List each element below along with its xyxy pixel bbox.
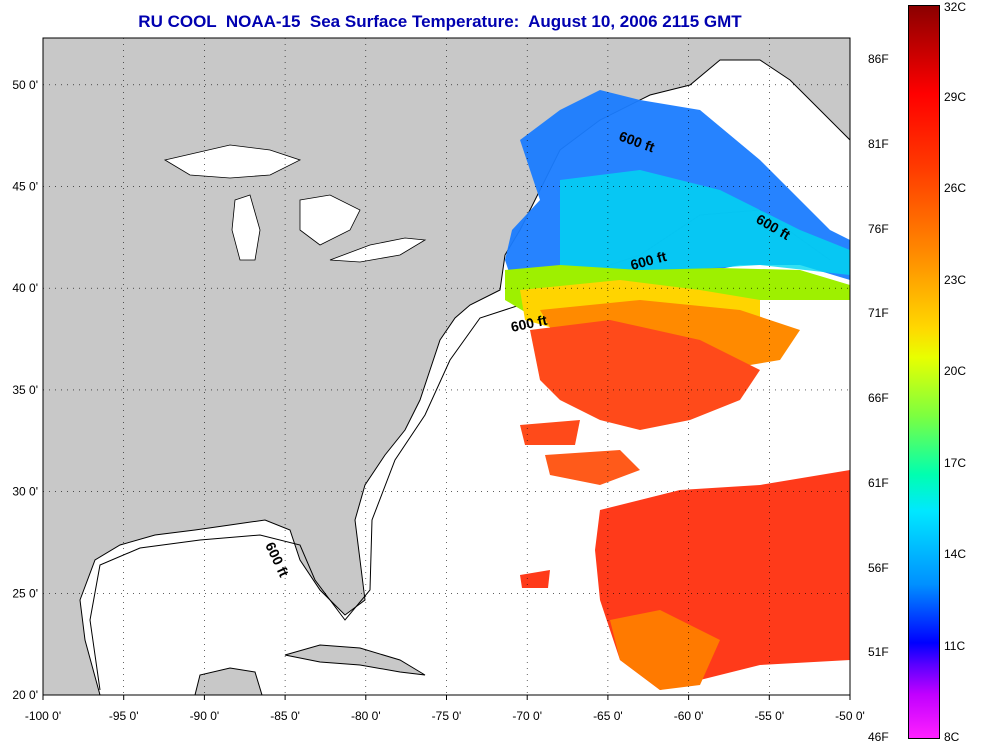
fahrenheit-label: 81F — [868, 136, 889, 151]
lat-tick-label: 45 0' — [12, 179, 38, 193]
lon-tick-label: -80 0' — [351, 709, 381, 723]
sst-swath — [505, 90, 850, 690]
lon-tick-label: -65 0' — [593, 709, 623, 723]
celsius-label: 32C — [944, 0, 967, 14]
fahrenheit-label: 76F — [868, 221, 889, 236]
lat-tick-label: 40 0' — [12, 281, 38, 295]
lon-tick-label: -90 0' — [190, 709, 220, 723]
graticule — [43, 38, 850, 695]
lat-tick-label: 35 0' — [12, 383, 38, 397]
lon-tick-label: -95 0' — [109, 709, 139, 723]
lat-tick-label: 30 0' — [12, 485, 38, 499]
lat-tick-label: 50 0' — [12, 78, 38, 92]
great-lakes — [163, 144, 427, 263]
lon-tick-label: -60 0' — [674, 709, 704, 723]
celsius-label: 26C — [944, 181, 967, 195]
land-yucatan — [194, 667, 263, 695]
lon-tick-label: -50 0' — [835, 709, 865, 723]
axis-ticks: -100 0' -95 0' -90 0' -85 0' -80 0' -75 0' -70… — [12, 78, 864, 723]
celsius-label: 11C — [944, 638, 966, 653]
map-title: RU COOL NOAA-15 Sea Surface Temperature:… — [138, 12, 742, 31]
celsius-label: 23C — [944, 272, 967, 287]
celsius-label: 20C — [944, 364, 967, 378]
celsius-label: 29C — [944, 89, 967, 104]
lon-tick-label: -85 0' — [270, 709, 300, 723]
fahrenheit-label: 71F — [868, 306, 889, 321]
lon-tick-label: -55 0' — [754, 709, 784, 723]
fahrenheit-label: 56F — [868, 560, 889, 575]
lat-tick-label: 20 0' — [12, 688, 38, 702]
contour-label: 600 ft — [509, 312, 548, 335]
land-cuba — [284, 644, 426, 676]
fahrenheit-label: 51F — [868, 645, 889, 660]
fahrenheit-label: 61F — [868, 475, 889, 490]
fahrenheit-label: 46F — [868, 730, 889, 744]
lon-tick-label: -70 0' — [512, 709, 542, 723]
lat-tick-label: 25 0' — [12, 586, 38, 600]
lon-tick-label: -75 0' — [432, 709, 462, 723]
fahrenheit-label: 66F — [868, 391, 889, 405]
celsius-label: 8C — [944, 730, 960, 744]
celsius-label: 17C — [944, 455, 967, 470]
fahrenheit-label: 86F — [868, 52, 889, 66]
celsius-label: 14C — [944, 547, 967, 561]
color-scale-bar — [908, 5, 940, 739]
lon-tick-label: -100 0' — [25, 709, 61, 723]
